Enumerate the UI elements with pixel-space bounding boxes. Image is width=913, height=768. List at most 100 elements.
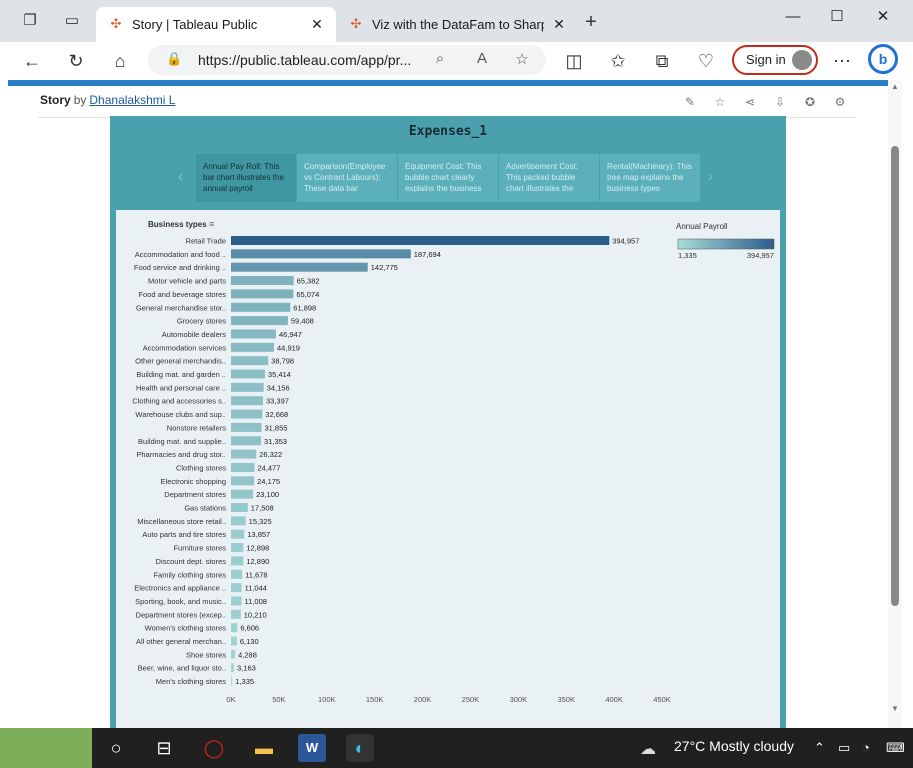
bar [231, 596, 242, 606]
lock-icon: 🔒 [166, 51, 183, 66]
value-label: 31,855 [265, 423, 288, 432]
legend-title: Annual Payroll [676, 222, 728, 231]
scroll-up-icon[interactable]: ▲ [891, 82, 899, 91]
scroll-down-icon[interactable]: ▼ [891, 704, 899, 713]
category-label: Retail Trade [186, 237, 226, 246]
task-view-icon[interactable]: ⊟ [156, 738, 172, 758]
category-label: Furniture stores [173, 544, 226, 553]
value-label: 12,890 [246, 557, 269, 566]
tab-actions-icon[interactable]: ▭ [64, 12, 80, 29]
category-label: Miscellaneous store retail.. [137, 517, 226, 526]
scrollbar-thumb[interactable] [891, 146, 899, 606]
bar [231, 449, 257, 459]
value-label: 65,382 [297, 277, 320, 286]
download-icon[interactable]: ⇩ [774, 95, 786, 109]
weather-text[interactable]: 27°C Mostly cloudy [674, 738, 794, 754]
next-story-point-icon[interactable]: › [708, 168, 714, 185]
category-label: Health and personal care .. [136, 383, 226, 392]
refresh-icon[interactable]: ↻ [68, 51, 84, 71]
page-scrollbar[interactable]: ▲ ▼ [888, 80, 902, 728]
file-explorer-icon[interactable]: ▬ [255, 738, 273, 758]
favorites-icon[interactable]: ✩ [610, 51, 626, 71]
x-tick-label: 400K [605, 695, 623, 704]
new-tab-button[interactable]: + [585, 11, 597, 33]
bar [231, 636, 237, 646]
x-tick-label: 100K [318, 695, 336, 704]
viz-actions: ✎ ☆ ⋖ ⇩ ✪ ⚙ [680, 93, 860, 109]
value-label: 15,325 [249, 517, 272, 526]
tableau-header-bar [8, 80, 888, 86]
category-label: All other general merchan.. [136, 637, 226, 646]
windows-taskbar: ○ ⊟ ◯ ▬ W ◐ ☁ 27°C Mostly cloudy ⌃ ▭ ◔ ⌨ [0, 728, 913, 768]
edit-icon[interactable]: ✎ [684, 95, 696, 109]
category-label: Department stores [164, 490, 226, 499]
workspaces-icon[interactable]: ❐ [23, 12, 37, 29]
x-tick-label: 300K [510, 695, 528, 704]
sign-in-label: Sign in [746, 52, 786, 67]
edge-icon[interactable]: ◐ [346, 734, 374, 762]
value-label: 394,957 [612, 237, 639, 246]
widgets-thumbnail[interactable] [0, 728, 92, 768]
tab-story-tableau[interactable]: ✣ Story | Tableau Public ✕ [96, 7, 336, 42]
bar [231, 556, 244, 566]
badge-icon[interactable]: ✪ [804, 95, 816, 109]
tableau-favicon-icon: ✣ [110, 16, 122, 31]
read-aloud-icon[interactable]: A [476, 50, 487, 67]
bar [231, 422, 262, 432]
tray-chevron-icon[interactable]: ⌃ [814, 740, 825, 755]
maximize-button[interactable]: ☐ [830, 8, 844, 25]
wifi-icon[interactable]: ◔ [862, 740, 870, 755]
favorite-star-icon[interactable]: ☆ [515, 51, 529, 68]
story-point-3[interactable]: Equipment Cost: This bubble chart clearl… [398, 154, 498, 202]
minimize-button[interactable]: — [785, 8, 801, 25]
settings-icon[interactable]: ⚙ [834, 95, 846, 109]
category-label: Building mat. and garden .. [136, 370, 226, 379]
opera-icon[interactable]: ◯ [203, 738, 225, 758]
bar [231, 236, 610, 245]
keyboard-icon[interactable]: ⌨ [886, 740, 905, 755]
close-window-button[interactable]: ✕ [876, 8, 890, 25]
x-tick-label: 50K [272, 695, 285, 704]
sort-icon: ≡ [209, 219, 214, 229]
more-menu-icon[interactable]: ⋯ [833, 51, 851, 71]
collections-icon[interactable]: ⧉ [655, 51, 669, 71]
sign-in-button[interactable]: Sign in [732, 45, 818, 75]
close-tab-icon[interactable]: ✕ [553, 16, 565, 32]
share-icon[interactable]: ⋖ [744, 95, 756, 109]
browser-essentials-icon[interactable]: ♡ [697, 51, 715, 71]
story-point-5[interactable]: Rental(Machinary): This tree map explain… [600, 154, 700, 202]
bar [231, 462, 255, 472]
back-icon[interactable]: ← [23, 51, 41, 71]
value-label: 12,898 [246, 544, 269, 553]
story-point-4[interactable]: Advertisement Cost: This packed bubble c… [499, 154, 599, 202]
bar [231, 649, 236, 659]
bar [231, 583, 242, 593]
word-icon[interactable]: W [298, 734, 326, 762]
browser-toolbar: ← ↻ ⌂ 🔒 https://public.tableau.com/app/p… [0, 42, 913, 80]
author-link[interactable]: Dhanalakshmi L [89, 93, 176, 107]
story-point-1[interactable]: Annual Pay Roll: This bar chart illustra… [196, 154, 296, 202]
category-label: Men's clothing stores [156, 677, 226, 686]
category-label: Grocery stores [177, 317, 226, 326]
bar [231, 249, 411, 259]
start-icon[interactable]: ○ [110, 738, 122, 758]
bar [231, 476, 255, 486]
story-point-2[interactable]: Comparison(Employee vs Contract Labours)… [297, 154, 397, 202]
home-icon[interactable]: ⌂ [114, 51, 126, 71]
weather-cloud-icon: ☁ [640, 741, 656, 758]
prev-story-point-icon[interactable]: ‹ [178, 168, 184, 185]
bar-chart-svg: Business types ≡ Retail Trade 394,957 Accomm… [132, 219, 775, 704]
bing-copilot-icon[interactable]: b [868, 44, 898, 74]
value-label: 34,156 [267, 383, 290, 392]
zoom-search-icon[interactable]: ⌕ [435, 50, 445, 67]
address-bar[interactable]: 🔒 https://public.tableau.com/app/pr... ⌕… [148, 45, 546, 75]
battery-icon[interactable]: ▭ [838, 740, 851, 755]
close-tab-icon[interactable]: ✕ [311, 16, 323, 32]
split-screen-icon[interactable]: ◫ [565, 51, 583, 71]
tab-viz-datafam[interactable]: ✣ Viz with the DataFam to Sharpen ✕ [336, 7, 576, 42]
category-label: Other general merchandis.. [135, 357, 226, 366]
favorite-icon[interactable]: ☆ [714, 95, 726, 109]
bar [231, 369, 265, 379]
value-label: 65,074 [296, 290, 319, 299]
category-label: General merchandise stor.. [136, 303, 226, 312]
